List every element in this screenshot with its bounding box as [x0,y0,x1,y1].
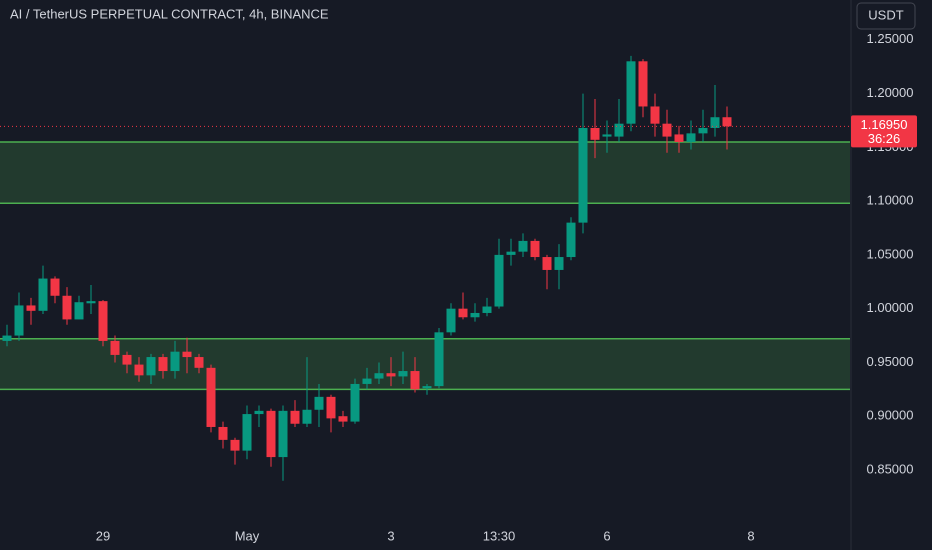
candle-body [14,305,24,336]
candle-body [230,439,240,451]
x-tick-label: 6 [603,528,610,543]
candle-body [398,371,408,377]
candle-body [674,134,684,142]
candle-body [650,106,660,124]
candle-body [194,357,204,368]
last-price-label: 1.16950 [861,117,908,132]
candle-body [122,354,132,365]
x-tick-label: 3 [387,528,394,543]
candle-body [146,357,156,376]
x-tick-label: 8 [747,528,754,543]
candle-body [494,254,504,307]
y-tick-label: 1.25000 [867,31,914,46]
candle-body [278,410,288,458]
candle-body [698,127,708,134]
candle-body [686,133,696,142]
candle-body [662,123,672,137]
currency-button[interactable] [856,2,916,30]
y-tick-label: 1.10000 [867,193,914,208]
candle-body [506,251,516,255]
candle-body [590,127,600,140]
candle-body [422,386,432,389]
candle-body [362,378,372,384]
candle-body [38,278,48,311]
candle-body [482,306,492,313]
candle-body [182,351,192,358]
candle-body [722,117,732,127]
countdown: 36:26 [868,131,901,146]
candle-body [338,416,348,422]
candle-body [566,222,576,258]
y-tick-label: 0.90000 [867,408,914,423]
candle-body [326,396,336,419]
candle-body [314,396,324,410]
x-tick-label: May [235,528,260,543]
candle-body [614,123,624,137]
candle-body [578,127,588,223]
zone [0,141,850,204]
candle-body [710,117,720,128]
candle-body [26,305,36,311]
candle-body [542,257,552,270]
candle-body [374,373,384,379]
currency-label[interactable]: USDT [868,7,903,22]
candle-body [254,410,264,415]
candle-body [74,302,84,320]
last-price-box [851,115,917,148]
candle-body [350,383,360,422]
x-tick-label: 13:30 [483,528,516,543]
y-tick-label: 1.05000 [867,246,914,261]
candle-body [218,426,228,440]
y-tick-label: 0.85000 [867,461,914,476]
candle-body [434,332,444,387]
candle-body [638,61,648,107]
y-tick-label: 0.95000 [867,354,914,369]
candle-body [170,351,180,372]
candle-body [242,414,252,451]
candle-body [62,295,72,320]
candle-body [302,409,312,424]
candle-body [98,301,108,341]
zone [0,338,850,390]
candle-body [134,364,144,376]
y-tick-label: 1.00000 [867,300,914,315]
candle-body [602,134,612,137]
x-tick-label: 29 [96,528,110,543]
candle-body [626,61,636,124]
candle-body [446,308,456,333]
candle-body [470,312,480,318]
candle-body [266,410,276,458]
candle-body [86,301,96,304]
candle-body [110,340,120,355]
chart-title: AI / TetherUS PERPETUAL CONTRACT, 4h, BI… [10,6,329,21]
candle-body [290,410,300,424]
candle-body [518,240,528,252]
y-tick-label: 1.20000 [867,85,914,100]
candle-body [410,371,420,390]
candle-body [158,357,168,372]
candle-body [50,278,60,296]
candle-body [530,240,540,258]
candle-body [458,308,468,318]
candle-body [554,257,564,270]
candle-body [206,367,216,427]
candle-body [2,335,12,341]
candle-body [386,373,396,377]
